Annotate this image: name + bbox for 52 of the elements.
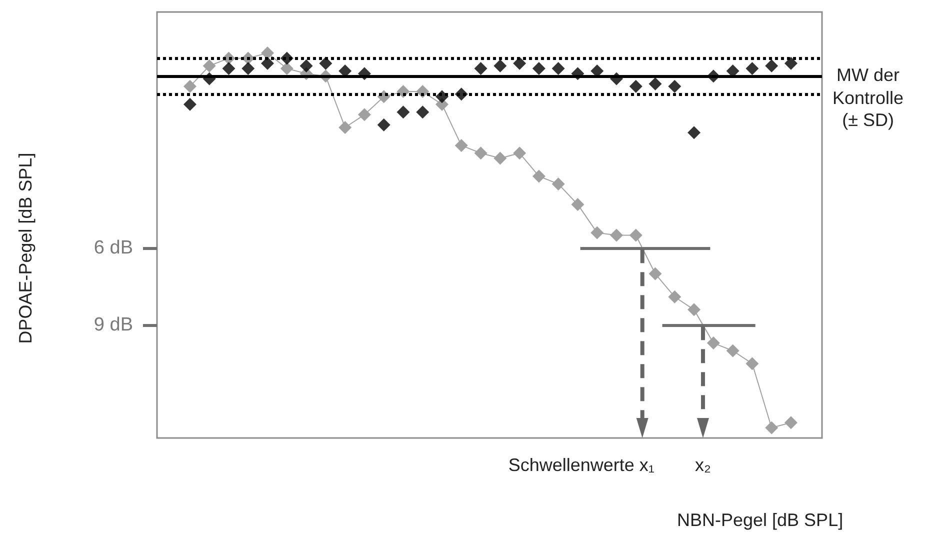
point (552, 62, 565, 75)
point (726, 344, 740, 358)
y-tick-label: 6 dB (94, 238, 133, 259)
point (454, 138, 468, 152)
y-axis-title: DPOAE-Pegel [dB SPL] (14, 152, 36, 344)
ref-line-label: MW der Kontrolle (± SD) (832, 64, 904, 132)
point (648, 267, 662, 280)
point (590, 226, 604, 240)
point (629, 228, 642, 242)
point (746, 357, 759, 370)
point (494, 152, 507, 165)
point (358, 108, 371, 122)
y-tick-label: 9 dB (94, 314, 133, 336)
point (765, 421, 778, 434)
point (261, 46, 274, 60)
point (513, 146, 526, 160)
point (688, 303, 701, 316)
point (668, 80, 682, 93)
point (474, 146, 488, 160)
point (319, 56, 332, 70)
point (474, 62, 488, 75)
point (532, 62, 546, 75)
point (242, 62, 255, 75)
point (300, 59, 313, 72)
point (668, 290, 682, 304)
point (396, 106, 410, 119)
point (571, 198, 584, 211)
point (629, 80, 642, 93)
point (513, 56, 526, 70)
point (552, 177, 565, 190)
point (706, 336, 720, 350)
point (261, 56, 274, 70)
point (648, 77, 662, 90)
text: Schwellenwerte x₁ (508, 454, 654, 476)
point (532, 170, 546, 183)
point (183, 80, 196, 93)
point (377, 118, 390, 132)
point (610, 228, 623, 242)
point (784, 56, 798, 70)
point (746, 62, 759, 75)
point (183, 98, 196, 111)
text: x₂ (694, 454, 711, 476)
point (222, 62, 236, 75)
point (494, 59, 507, 72)
point (416, 106, 430, 119)
point (338, 120, 352, 134)
point (202, 59, 216, 72)
x-axis-title: NBN-Pegel [dB SPL] (677, 508, 844, 531)
point (688, 126, 701, 140)
point (280, 62, 294, 75)
point (765, 59, 778, 72)
point (784, 416, 798, 430)
